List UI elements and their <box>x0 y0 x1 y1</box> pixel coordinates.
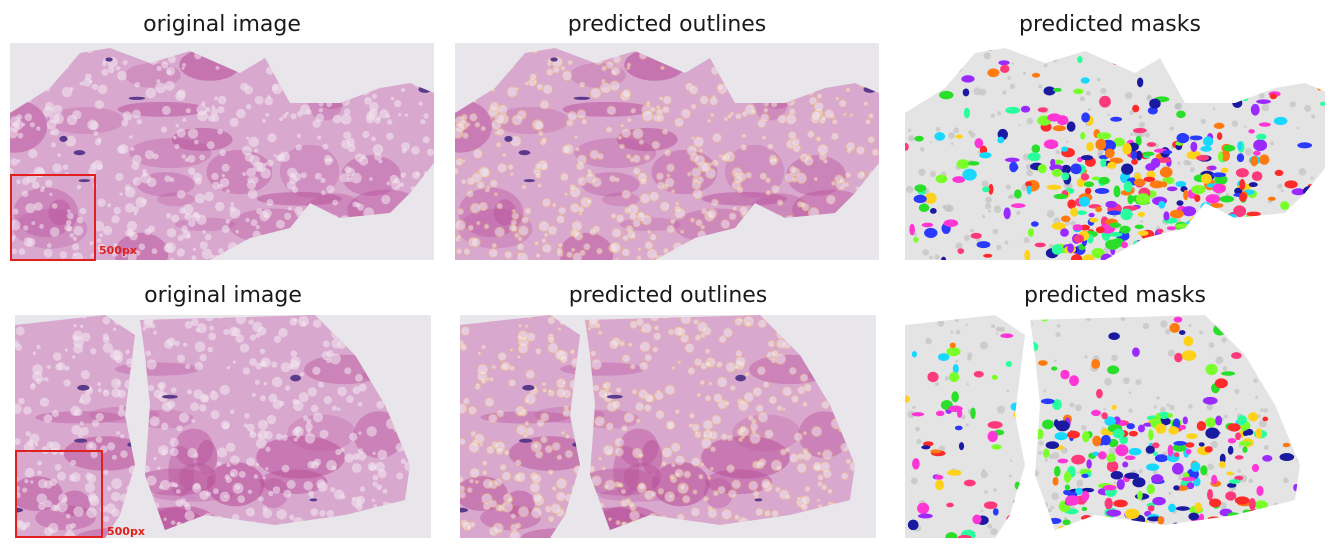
row1-scale-box <box>10 174 96 261</box>
row2-outlines-image <box>460 315 876 538</box>
row1-title-original: original image <box>143 12 301 37</box>
row2-title-masks: predicted masks <box>1024 283 1206 308</box>
row2-original-image <box>15 315 431 538</box>
row2-masks-image <box>905 315 1325 538</box>
row1-scale-label: 500px <box>99 244 137 257</box>
row2-scale-box <box>15 450 103 538</box>
row2-title-original: original image <box>144 283 302 308</box>
row1-title-masks: predicted masks <box>1019 12 1201 37</box>
row1-title-outlines: predicted outlines <box>567 12 767 37</box>
row1-original-image <box>10 43 434 260</box>
row2-title-outlines: predicted outlines <box>568 283 768 308</box>
row1-outlines-image <box>455 43 879 260</box>
row1-masks-image <box>905 43 1325 260</box>
row2-scale-label: 500px <box>107 525 145 538</box>
